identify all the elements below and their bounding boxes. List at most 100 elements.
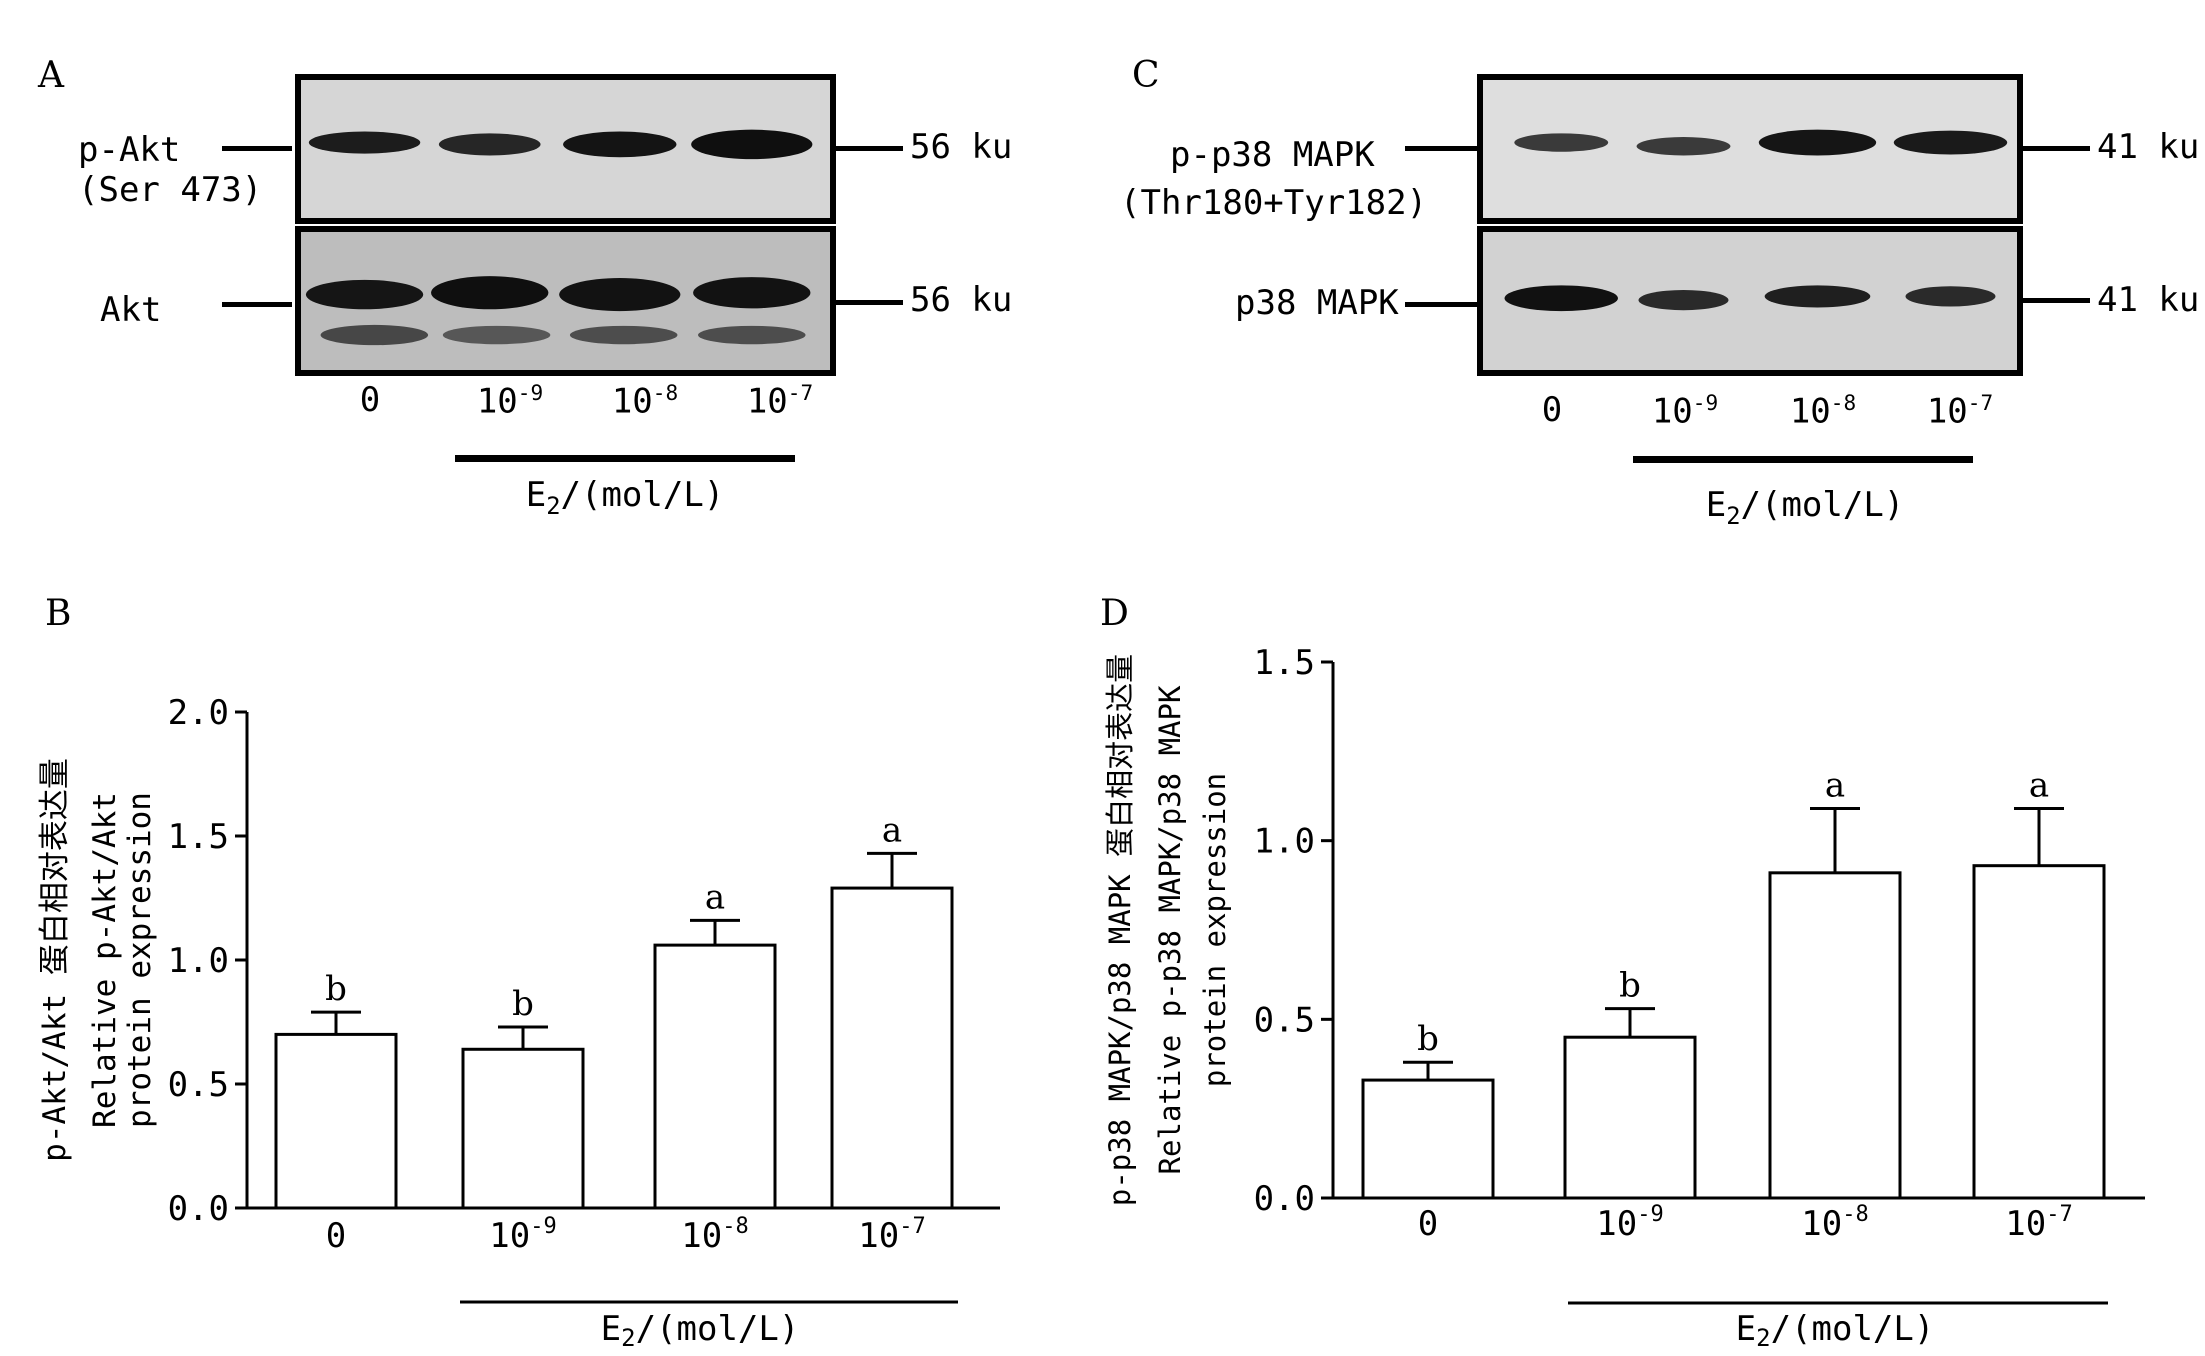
y-tick-label: 0.0 xyxy=(1254,1179,1315,1219)
x-axis-label: E2/(mol/L) xyxy=(1736,1309,1935,1352)
blot-a-treatment-label: E2/(mol/L) xyxy=(525,475,725,520)
blot-a-row1-sublabel: (Ser 473) xyxy=(78,170,263,210)
significance-label: b xyxy=(512,984,534,1024)
blot-c-row2-image xyxy=(1477,226,2023,376)
blot-c-row2-label: p38 MAPK xyxy=(1235,283,1399,323)
chart-panel-d: 0.0 0.5 1.0 1.5 b 0 b 10-9 a 10-8 a 10-7 p-p38 MAPK/… xyxy=(1103,643,2145,1352)
blot-a-row2-left-tick xyxy=(222,302,292,307)
blot-a-row1-right-tick xyxy=(833,146,903,151)
panel-letter-c: C xyxy=(1132,55,1160,96)
significance-label: b xyxy=(1417,1019,1439,1059)
bar xyxy=(1768,871,1902,1200)
panel-letter-b: B xyxy=(45,593,72,634)
y-axis-label: protein expression xyxy=(1198,773,1232,1087)
bar xyxy=(1563,1035,1697,1200)
blot-c-row2-left-tick xyxy=(1405,302,1480,307)
panel-letter-d: D xyxy=(1100,593,1129,634)
category-label: 10-9 xyxy=(1596,1202,1663,1244)
y-tick-label: 1.5 xyxy=(168,817,229,857)
blot-band xyxy=(1504,285,1618,312)
blot-band xyxy=(1638,289,1729,311)
blot-c-lane-label: 10-9 xyxy=(1651,390,1719,432)
blot-band xyxy=(569,325,678,345)
blot-a-row1-left-tick xyxy=(222,146,292,151)
blot-a-row2-marker: 56 ku xyxy=(910,280,1013,320)
blot-c-treatment-label: E2/(mol/L) xyxy=(1705,485,1905,530)
y-tick-label: 1.0 xyxy=(1254,822,1315,862)
bar xyxy=(830,886,954,1210)
blot-c-row1-label: p-p38 MAPK xyxy=(1170,135,1375,175)
bar xyxy=(461,1047,585,1210)
blot-a-row1-label: p-Akt xyxy=(78,130,181,170)
blot-band xyxy=(697,325,806,345)
y-tick-label: 1.5 xyxy=(1254,643,1315,683)
blot-band xyxy=(691,129,813,160)
blot-band xyxy=(308,131,421,154)
blot-c-treatment-bar xyxy=(1633,456,1973,463)
blot-band xyxy=(305,279,424,310)
significance-label: a xyxy=(1825,766,1845,806)
blot-a-treatment-bar xyxy=(455,455,795,462)
blot-c-row1-right-tick xyxy=(2020,146,2090,151)
y-tick-label: 0.0 xyxy=(168,1189,229,1229)
y-tick-label: 0.5 xyxy=(168,1065,229,1105)
category-label: 10-8 xyxy=(1801,1202,1868,1244)
blot-band xyxy=(559,278,681,312)
significance-label: a xyxy=(882,810,902,850)
category-label: 0 xyxy=(1418,1204,1438,1244)
y-axis-label: Relative p-p38 MAPK/p38 MAPK xyxy=(1153,685,1187,1174)
blot-band xyxy=(563,131,677,158)
blot-band xyxy=(442,325,551,345)
blot-band xyxy=(1893,130,2008,155)
y-tick-label: 2.0 xyxy=(168,693,229,733)
blot-band xyxy=(431,276,549,310)
blot-band xyxy=(1758,129,1877,156)
blot-c-row2-marker: 41 ku xyxy=(2097,280,2200,320)
blot-a-row2-label: Akt xyxy=(100,290,162,330)
y-tick-label: 0.5 xyxy=(1254,1000,1315,1040)
blot-c-row1-sublabel: (Thr180+Tyr182) xyxy=(1120,183,1428,223)
blot-c-row1-left-tick xyxy=(1405,146,1480,151)
panel-letter-a: A xyxy=(38,55,64,96)
y-axis-label: p-Akt/Akt 蛋白相对表达量 xyxy=(37,758,73,1162)
significance-label: a xyxy=(705,877,725,917)
category-label: 10-7 xyxy=(858,1214,925,1256)
blot-c-lane-label: 10-8 xyxy=(1789,390,1857,432)
blot-band xyxy=(693,277,811,309)
category-label: 10-9 xyxy=(489,1214,556,1256)
significance-label: b xyxy=(325,969,347,1009)
bar xyxy=(1972,864,2106,1200)
blot-band xyxy=(1636,137,1731,156)
y-axis-label: p-p38 MAPK/p38 MAPK 蛋白相对表达量 xyxy=(1103,654,1137,1206)
blot-a-row2-right-tick xyxy=(833,300,903,305)
significance-label: a xyxy=(2029,766,2049,806)
blot-c-row1-marker: 41 ku xyxy=(2097,127,2200,167)
blot-c-row1-image xyxy=(1477,74,2023,224)
blot-band xyxy=(1905,286,1996,307)
x-axis-label: E2/(mol/L) xyxy=(601,1309,800,1352)
blot-a-lane-label: 10-8 xyxy=(611,380,679,422)
blot-band xyxy=(438,133,541,156)
bar xyxy=(1361,1078,1495,1200)
blot-c-row2-right-tick xyxy=(2020,298,2090,303)
bar xyxy=(653,943,777,1210)
category-label: 0 xyxy=(326,1216,346,1256)
blot-a-lane-label: 10-7 xyxy=(746,380,814,422)
blot-a-row1-marker: 56 ku xyxy=(910,127,1013,167)
blot-a-row2-image xyxy=(295,226,836,376)
y-tick-label: 1.0 xyxy=(168,941,229,981)
category-label: 10-8 xyxy=(681,1214,748,1256)
chart-panel-b: 0.0 0.5 1.0 1.5 2.0 b 0 b 10-9 a 10-8 a 10-7 p-Akt/Ak… xyxy=(37,693,1000,1352)
y-axis-label: Relative p-Akt/Akt xyxy=(87,792,123,1128)
significance-label: b xyxy=(1619,966,1641,1006)
blot-c-lane-label: 10-7 xyxy=(1926,390,1994,432)
blot-a-lane-label: 10-9 xyxy=(476,380,544,422)
category-label: 10-7 xyxy=(2005,1202,2072,1244)
blot-band xyxy=(1764,285,1871,308)
blot-band xyxy=(320,324,429,346)
y-axis-label: protein expression xyxy=(122,792,158,1128)
blot-band xyxy=(1514,133,1609,152)
bar xyxy=(274,1032,398,1210)
blot-a-lane-label: 0 xyxy=(359,380,381,420)
